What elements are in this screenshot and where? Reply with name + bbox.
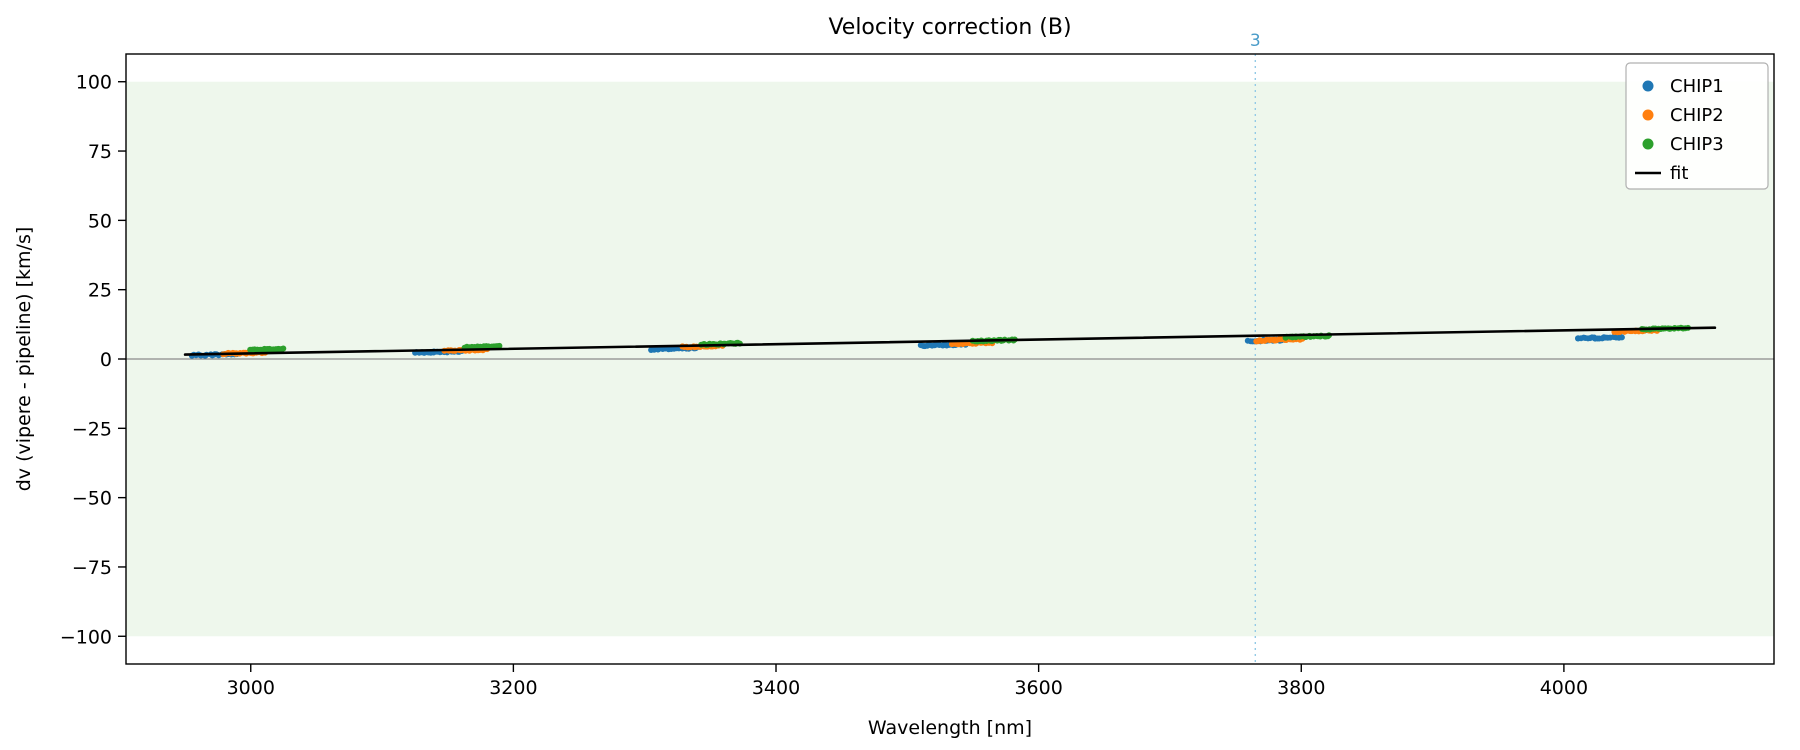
- marker-vline-label: 3: [1250, 31, 1261, 51]
- scatter-point: [280, 345, 287, 352]
- legend-marker-dot: [1642, 80, 1654, 92]
- y-tick-label: 50: [88, 210, 112, 232]
- legend-marker-dot: [1642, 109, 1654, 121]
- legend-box: [1625, 62, 1769, 190]
- y-tick-label: 0: [100, 349, 112, 371]
- legend-marker-dot: [1642, 138, 1654, 150]
- x-tick-label: 4000: [1540, 677, 1588, 699]
- y-tick-label: 100: [76, 72, 112, 94]
- y-tick-label: −100: [60, 626, 112, 648]
- x-tick-label: 3000: [227, 677, 275, 699]
- legend: CHIP1 CHIP2 CHIP3 fit: [1625, 62, 1769, 190]
- legend-label: fit: [1670, 163, 1688, 184]
- legend-label: CHIP1: [1670, 76, 1724, 97]
- legend-label: CHIP2: [1670, 105, 1724, 126]
- legend-label: CHIP3: [1670, 134, 1724, 155]
- x-axis-label: Wavelength [nm]: [868, 717, 1032, 739]
- scatter-point: [1618, 334, 1625, 341]
- y-tick-label: 75: [88, 141, 112, 163]
- fit-line: [183, 326, 1717, 356]
- y-axis-label: dv (vipere - pipeline) [km/s]: [13, 227, 35, 492]
- scatter-point: [496, 342, 503, 349]
- x-tick-label: 3200: [489, 677, 537, 699]
- x-tick-label: 3600: [1014, 677, 1062, 699]
- x-tick-label: 3400: [752, 677, 800, 699]
- chart-title: Velocity correction (B): [828, 15, 1071, 40]
- x-tick-label: 3800: [1277, 677, 1325, 699]
- plot-layer: 3 3000 3200 3400 3600 3800 4000 100 75 50 25 0 −25 −5…: [60, 31, 1775, 699]
- y-tick-label: −25: [72, 418, 112, 440]
- y-tick-label: 25: [88, 280, 112, 302]
- y-tick-label: −50: [72, 488, 112, 510]
- y-tick-label: −75: [72, 557, 112, 579]
